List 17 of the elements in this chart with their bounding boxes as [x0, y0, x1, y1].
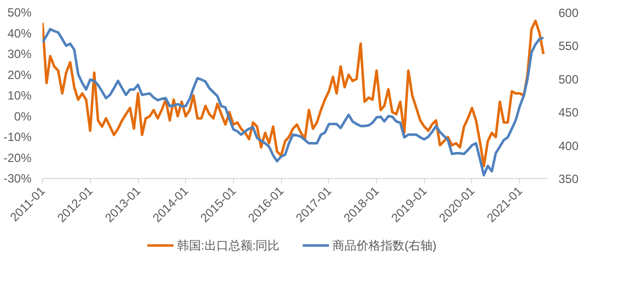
y-tick-label: 40%	[7, 26, 32, 40]
y-tick-label: 50%	[7, 6, 32, 20]
legend-label: 韩国:出口总额:同比	[176, 238, 280, 252]
y2-tick-label: 400	[558, 138, 579, 153]
y-tick-label: 0%	[14, 109, 32, 124]
y2-tick-label: 500	[558, 72, 579, 86]
y-tick-label: 20%	[7, 68, 32, 82]
y-tick-label: 10%	[7, 88, 32, 102]
y-tick-label: -30%	[3, 172, 32, 186]
y2-tick-label: 550	[558, 39, 579, 54]
y-tick-label: -20%	[3, 150, 32, 165]
y2-tick-label: 450	[558, 106, 579, 120]
y-tick-label: -10%	[3, 130, 32, 144]
legend-label: 商品价格指数(右轴)	[332, 238, 436, 252]
y2-tick-label: 600	[558, 6, 579, 20]
y-tick-label: 30%	[7, 47, 32, 61]
y2-tick-label: 350	[558, 172, 579, 186]
